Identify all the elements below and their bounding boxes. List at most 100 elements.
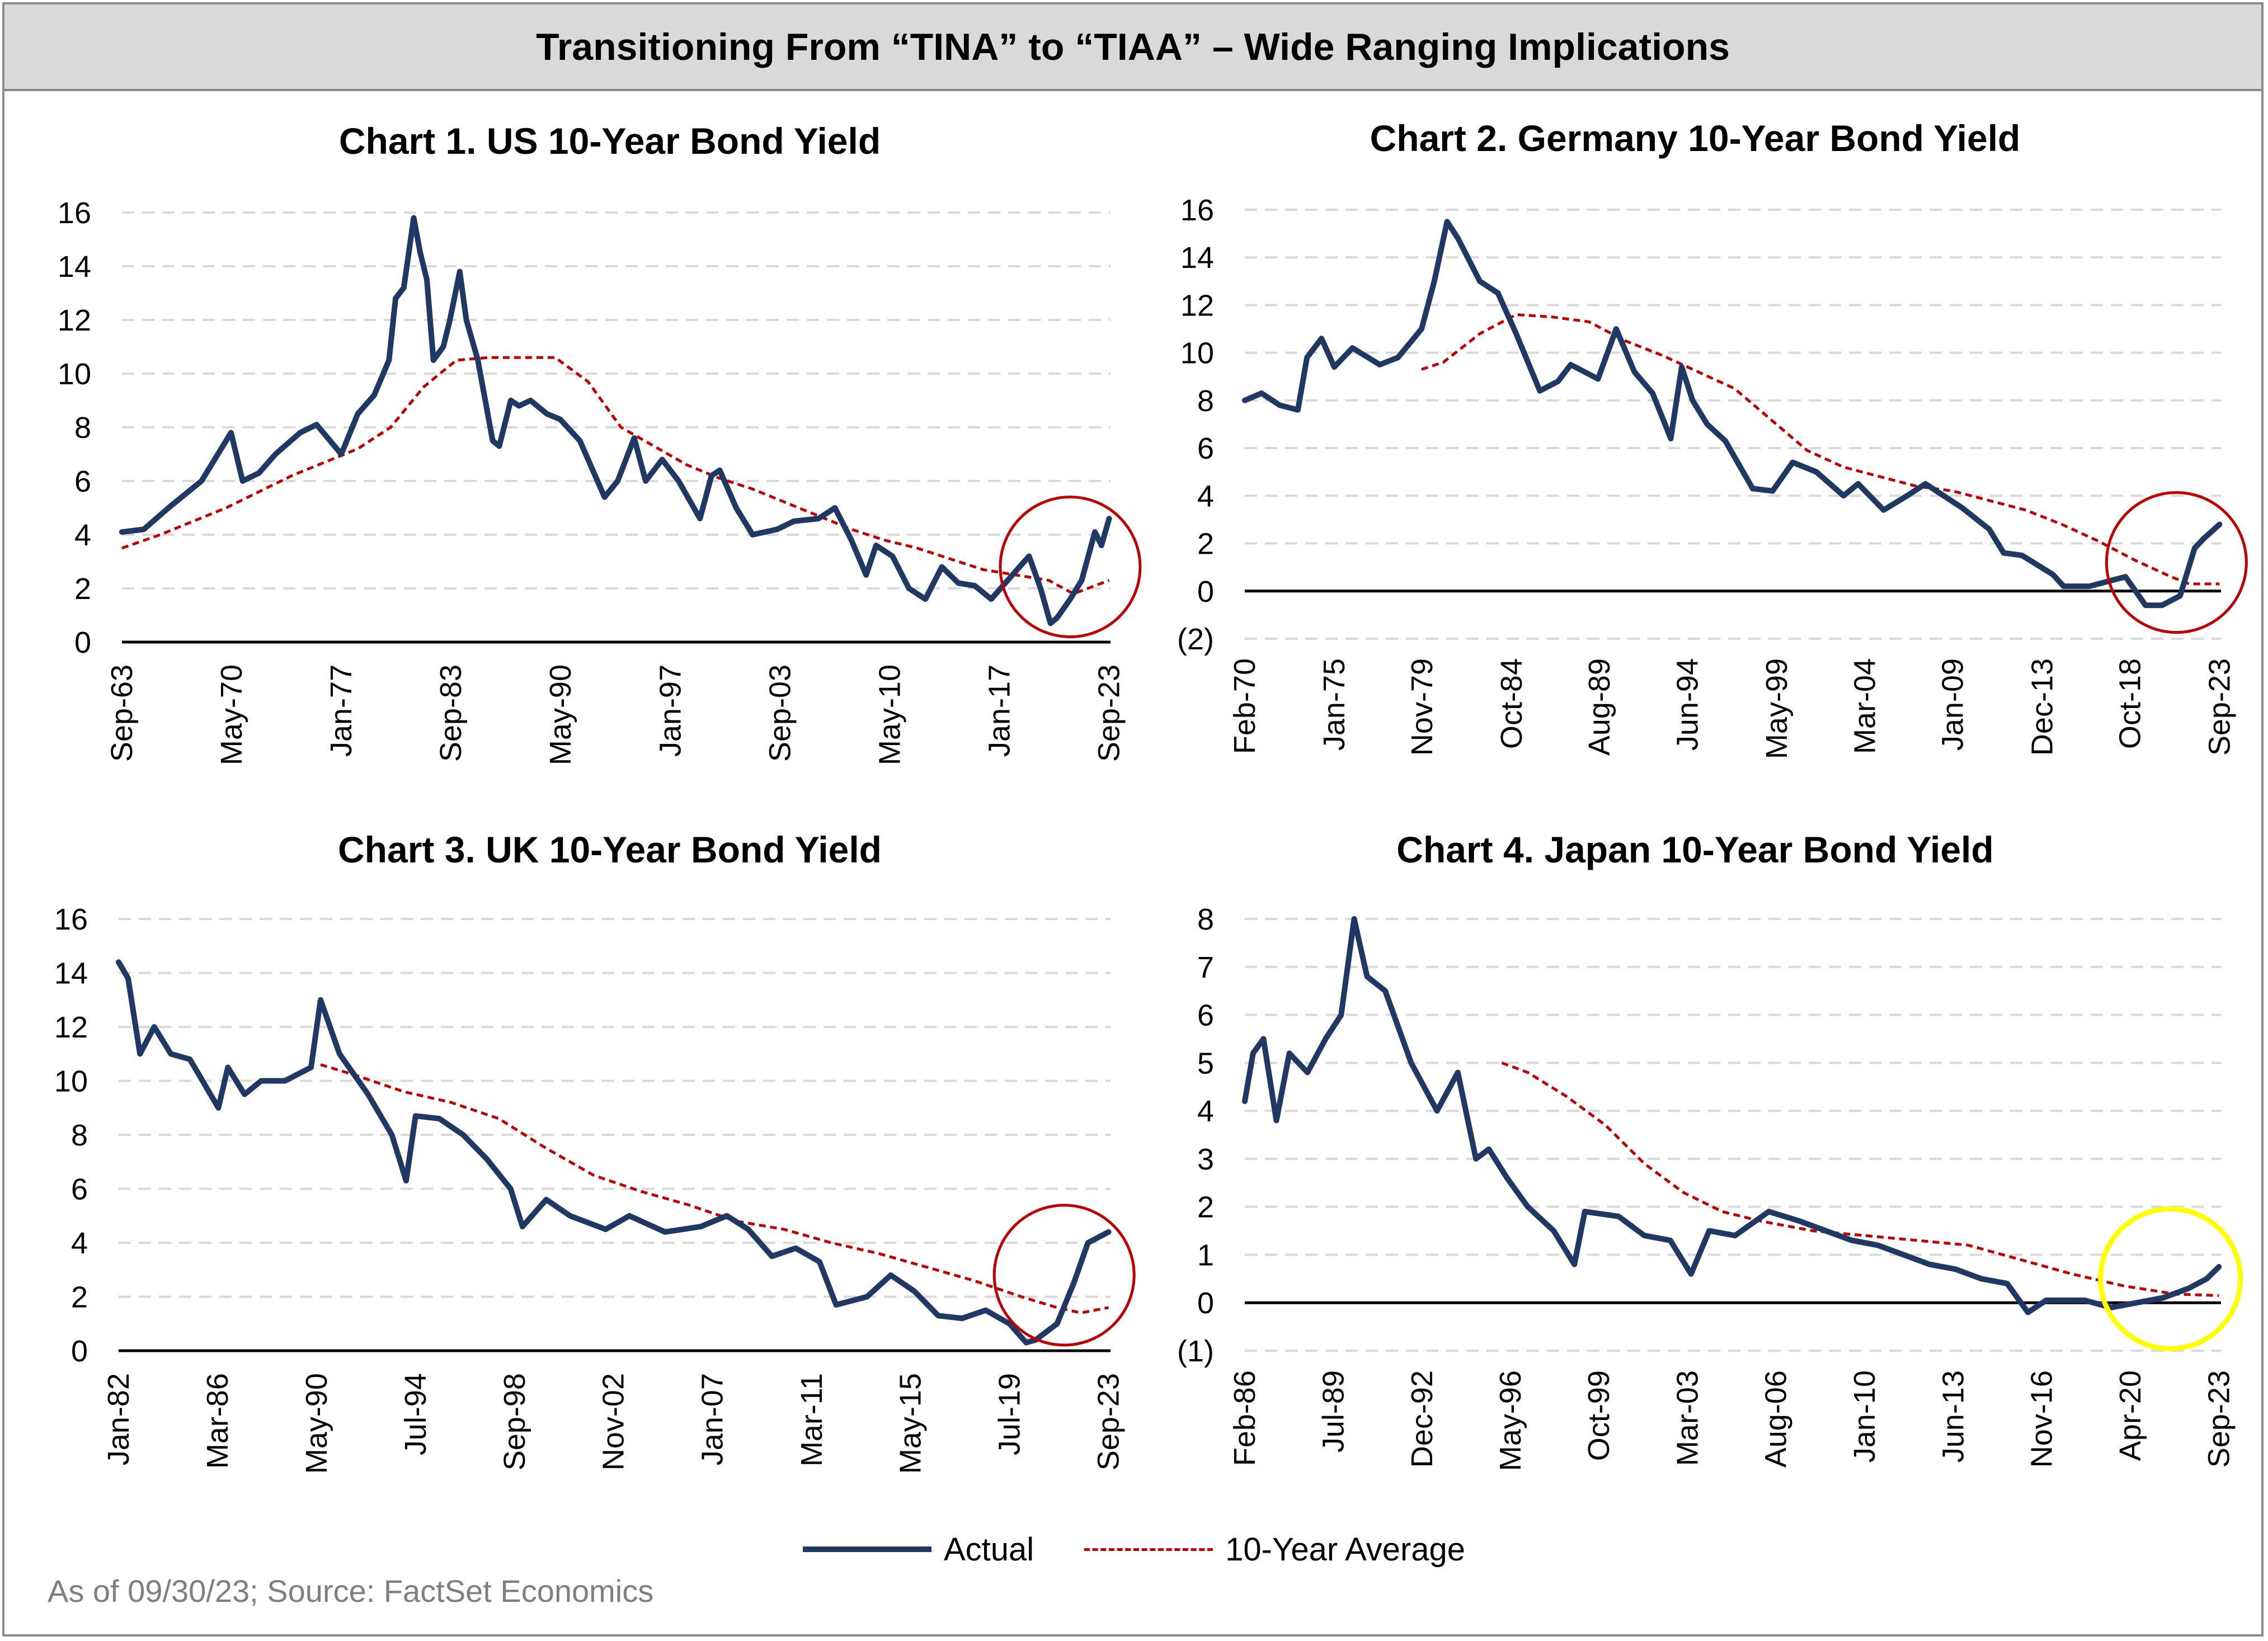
x-tick-label: Jan-10 [1848,1370,1881,1463]
highlight-circle [2098,1206,2243,1351]
x-tick-label: Mar-86 [201,1373,234,1469]
x-tick-label: Jan-17 [982,664,1016,757]
y-tick-label: 12 [1180,289,1214,322]
y-tick-label: 10 [58,357,91,391]
y-tick-label: 16 [58,196,91,230]
x-tick-label: Sep-98 [498,1373,531,1470]
y-tick-label: 12 [54,1011,88,1044]
x-tick-label: Dec-92 [1405,1370,1439,1468]
x-tick-label: Jan-97 [653,664,687,757]
x-tick-label: Sep-63 [105,664,139,762]
y-tick-label: 3 [1197,1143,1214,1176]
average-line [320,1063,1109,1314]
y-tick-label: 8 [1197,384,1214,418]
x-tick-label: Jul-94 [399,1373,432,1455]
x-tick-label: May-10 [873,664,906,765]
y-tick-label: 4 [1197,1095,1214,1128]
y-tick-label: 14 [54,957,88,991]
highlight-circle [999,496,1142,639]
y-tick-label: 10 [1180,337,1214,370]
actual-line [1242,219,2223,609]
y-tick-label: 7 [1197,951,1214,984]
y-tick-label: 2 [74,572,91,606]
legend-average-label: 10-Year Average [1225,1531,1466,1568]
y-tick-label: 6 [71,1173,88,1206]
x-tick-label: Jan-77 [324,664,358,757]
average-line [1501,1061,2219,1297]
y-tick-label: 14 [1180,241,1214,275]
x-tick-label: Feb-86 [1228,1370,1262,1466]
y-tick-label: 4 [1197,479,1214,513]
y-tick-label: 2 [1197,1191,1214,1224]
x-tick-label: May-15 [893,1373,927,1474]
y-tick-label: 6 [1197,432,1214,465]
y-tick-label: 6 [74,465,91,498]
y-tick-label: 8 [71,1119,88,1152]
x-tick-label: May-70 [215,664,248,765]
x-tick-label: Oct-99 [1582,1370,1616,1461]
x-tick-label: Jan-82 [102,1373,135,1465]
y-tick-label: 2 [71,1281,88,1314]
y-tick-label: (1) [1177,1335,1214,1368]
x-tick-label: Sep-23 [1093,664,1126,762]
legend-actual-swatch [802,1546,931,1552]
legend-average: 10-Year Average [1084,1531,1465,1568]
y-tick-label: 4 [71,1227,88,1260]
chart-uk: Chart 3. UK 10-Year Bond Yield 0 2 4 6 8 10 12 1… [54,829,1136,1474]
y-tick-label: 16 [1180,194,1214,227]
y-tick-label: 16 [54,903,88,936]
x-tick-label: Jan-09 [1936,658,1969,751]
y-tick-label: 0 [1197,1286,1214,1320]
legend: Actual 10-Year Average [0,1521,2268,1577]
average-line [1421,313,2220,586]
x-tick-label: Mar-04 [1848,658,1881,754]
x-tick-label: Sep-23 [2203,658,2236,756]
y-tick-label: 12 [58,304,91,337]
y-tick-label: 1 [1197,1238,1214,1272]
x-tick-label: May-99 [1760,658,1794,759]
chart-germany: Chart 2. Germany 10-Year Bond Yield (2) 0 2… [1177,117,2248,759]
y-tick-label: 6 [1197,999,1214,1032]
x-tick-label: Jun-13 [1936,1370,1970,1463]
x-tick-label: Sep-23 [2202,1370,2236,1468]
chart-title: Chart 1. US 10-Year Bond Yield [339,120,881,162]
x-tick-label: Feb-70 [1228,658,1262,754]
banner: Transitioning From “TINA” to “TIAA” – Wi… [4,4,2261,91]
x-tick-label: Jun-94 [1671,658,1704,751]
actual-line [1242,916,2222,1315]
chart-title: Chart 2. Germany 10-Year Bond Yield [1370,117,2021,159]
x-tick-label: Nov-02 [597,1373,630,1470]
highlight-circle [2105,491,2248,634]
y-tick-label: 0 [1197,575,1214,609]
x-tick-label: Aug-89 [1583,658,1616,756]
x-tick-label: Aug-06 [1759,1370,1793,1468]
y-tick-label: 8 [74,411,91,445]
x-tick-label: Mar-11 [795,1373,829,1466]
chart-title: Chart 3. UK 10-Year Bond Yield [338,829,882,870]
x-tick-label: Mar-03 [1671,1370,1705,1466]
x-tick-label: Oct-18 [2113,658,2147,749]
chart-japan: Chart 4. Japan 10-Year Bond Yield (1) 0 1 2 3… [1177,829,2243,1471]
legend-actual-label: Actual [943,1531,1034,1568]
y-tick-label: 0 [71,1335,88,1368]
y-tick-label: 8 [1197,903,1214,936]
x-tick-label: Oct-84 [1495,658,1528,749]
legend-average-swatch [1084,1548,1213,1551]
x-tick-label: Jan-07 [696,1373,730,1465]
x-tick-label: Jul-89 [1316,1370,1350,1453]
x-tick-label: Dec-13 [2025,658,2059,756]
y-tick-label: 4 [74,518,91,552]
x-tick-label: Jan-75 [1317,658,1351,751]
x-tick-label: Nov-79 [1405,658,1439,756]
y-tick-label: 0 [74,626,91,659]
y-tick-label: (2) [1177,623,1214,656]
actual-line [119,215,1112,626]
source-footnote: As of 09/30/23; Source: FactSet Economic… [48,1573,654,1609]
x-tick-label: May-96 [1494,1370,1527,1471]
x-tick-label: Sep-03 [763,664,797,762]
actual-line [116,959,1112,1346]
x-tick-label: May-90 [300,1373,333,1474]
chart-us: Chart 1. US 10-Year Bond Yield 0 2 4 6 8 10 12 1… [58,120,1142,765]
x-tick-label: Sep-83 [434,664,468,762]
